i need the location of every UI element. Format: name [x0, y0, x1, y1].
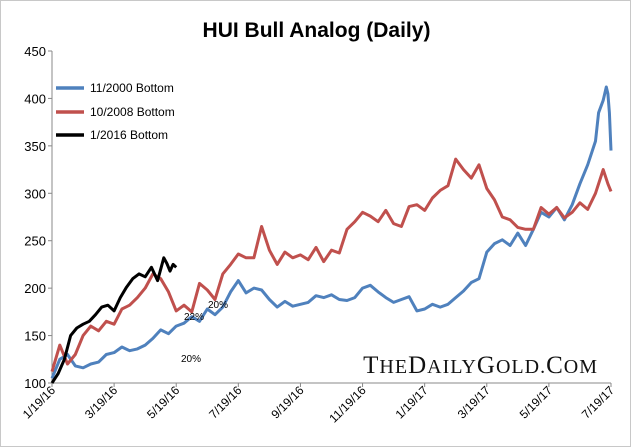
y-axis-ticks: 100 150 200 250 300 350 400 450	[24, 44, 52, 391]
y-tick-label: 300	[24, 186, 46, 201]
series-line-2008-bottom	[50, 157, 613, 373]
y-tick-label: 200	[24, 281, 46, 296]
legend-label-2016: 1/2016 Bottom	[90, 128, 168, 142]
x-tick-label: 3/19/17	[455, 383, 493, 421]
y-tick-label: 450	[24, 44, 46, 59]
x-tick-label: 5/19/17	[517, 383, 555, 421]
series-line-2016-bottom	[50, 256, 178, 384]
annotation-20pct-lower: 20%	[181, 354, 201, 365]
y-tick-label: 350	[24, 139, 46, 154]
legend-label-2008: 10/2008 Bottom	[90, 105, 175, 119]
x-axis-ticks: 1/19/16 3/19/16 5/19/16 7/19/16 9/19/16 11/19…	[20, 383, 617, 426]
series-line-2000-bottom	[50, 85, 613, 379]
x-tick-label: 9/19/16	[268, 383, 306, 421]
legend: 11/2000 Bottom 10/2008 Bottom 1/2016 Bot…	[56, 81, 175, 142]
thedailygold-logo: THEDAILYGOLD.COM	[363, 352, 598, 379]
x-tick-label: 1/19/17	[393, 383, 431, 421]
legend-label-2000: 11/2000 Bottom	[90, 81, 174, 95]
annotation-20pct-upper: 20%	[208, 300, 228, 311]
y-tick-label: 250	[24, 234, 46, 249]
x-tick-label: 7/19/17	[579, 383, 617, 421]
chart-title: HUI Bull Analog (Daily)	[202, 19, 431, 42]
y-tick-label: 150	[24, 329, 46, 344]
y-tick-label: 400	[24, 91, 46, 106]
x-tick-label: 5/19/16	[144, 383, 182, 421]
annotation-22pct: 22%	[184, 312, 204, 323]
x-tick-label: 11/19/16	[326, 383, 369, 426]
x-tick-label: 3/19/16	[82, 383, 120, 421]
x-tick-label: 7/19/16	[206, 383, 244, 421]
y-tick-label: 100	[24, 376, 46, 391]
series-lines	[50, 85, 613, 384]
